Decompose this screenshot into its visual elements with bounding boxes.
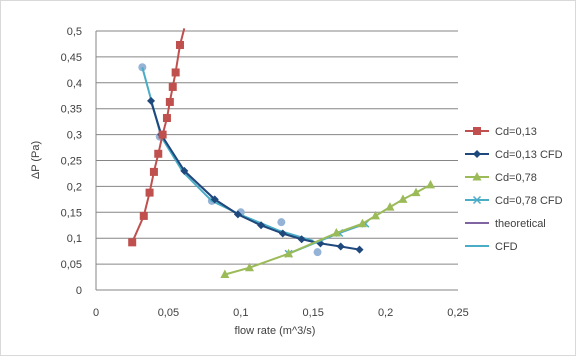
y-tick-label: 0,45 bbox=[61, 52, 82, 64]
data-point bbox=[139, 211, 148, 220]
x-tick-labels: 0 0,05 0,1 0,15 0,2 0,25 bbox=[93, 307, 469, 319]
legend-marker bbox=[472, 172, 482, 181]
y-tick-label: 0,35 bbox=[61, 104, 82, 116]
x-tick-label: 0,15 bbox=[302, 307, 323, 319]
data-point bbox=[220, 269, 230, 278]
legend-label: theoretical bbox=[495, 218, 546, 230]
series-line bbox=[141, 67, 314, 242]
y-tick-label: 0,3 bbox=[67, 130, 82, 142]
data-point bbox=[385, 202, 395, 211]
legend-marker bbox=[473, 127, 481, 135]
data-point bbox=[244, 262, 254, 272]
data-point bbox=[165, 97, 174, 106]
x-tick-label: 0,25 bbox=[447, 307, 468, 319]
y-tick-label: 0,4 bbox=[67, 78, 82, 90]
legend-label: CFD bbox=[495, 241, 518, 253]
series-cd-0-13 bbox=[128, 28, 186, 247]
y-tick-label: 0,5 bbox=[67, 26, 82, 38]
legend: Cd=0,13 Cd=0,13 CFD Cd=0,78 Cd=0,78 CFD theo… bbox=[465, 126, 563, 253]
x-tick-label: 0,2 bbox=[378, 307, 393, 319]
y-axis-title: ΔP (Pa) bbox=[30, 141, 42, 179]
axes bbox=[95, 31, 458, 291]
data-point bbox=[331, 228, 341, 237]
y-tick-label: 0,2 bbox=[67, 181, 82, 193]
data-point bbox=[128, 238, 137, 247]
data-point bbox=[175, 40, 184, 49]
data-point bbox=[355, 245, 364, 254]
y-tick-label: 0,25 bbox=[61, 156, 82, 168]
legend-item: Cd=0,13 CFD bbox=[465, 149, 563, 161]
legend-item: theoretical bbox=[465, 218, 546, 230]
y-tick-label: 0,1 bbox=[67, 233, 82, 245]
legend-marker bbox=[472, 195, 482, 205]
legend-item: Cd=0,13 bbox=[465, 126, 537, 138]
legend-item: Cd=0,78 CFD bbox=[465, 195, 563, 207]
data-point bbox=[370, 210, 380, 220]
data-point bbox=[162, 114, 171, 123]
marker-stroke bbox=[472, 195, 482, 205]
series-line bbox=[150, 100, 321, 245]
cfd-point bbox=[313, 248, 322, 257]
cfd-point bbox=[138, 63, 147, 72]
data-point bbox=[398, 194, 408, 203]
data-point bbox=[145, 188, 154, 197]
data-point bbox=[147, 96, 156, 105]
y-tick-label: 0,15 bbox=[61, 207, 82, 219]
data-point bbox=[210, 195, 219, 204]
legend-marker bbox=[473, 150, 481, 158]
legend-item: Cd=0,78 bbox=[465, 172, 537, 184]
y-tick-label: 0 bbox=[76, 285, 82, 297]
data-point bbox=[168, 82, 177, 91]
legend-label: Cd=0,78 CFD bbox=[495, 195, 563, 207]
y-tick-label: 0,05 bbox=[61, 259, 82, 271]
series-cd-0-78 bbox=[220, 179, 435, 278]
series-cd-0-13-cfd bbox=[147, 96, 364, 254]
data-point bbox=[154, 149, 163, 158]
x-tick-label: 0,1 bbox=[233, 307, 248, 319]
data-point bbox=[336, 242, 345, 251]
data-point bbox=[411, 187, 421, 197]
data-point bbox=[257, 221, 266, 230]
legend-label: Cd=0,13 bbox=[495, 126, 537, 138]
data-point bbox=[425, 179, 435, 189]
legend-label: Cd=0,78 bbox=[495, 172, 537, 184]
series-cfd-points bbox=[138, 63, 322, 257]
data-point bbox=[158, 130, 167, 139]
x-tick-label: 0 bbox=[93, 307, 99, 319]
legend-label: Cd=0,13 CFD bbox=[495, 149, 563, 161]
data-point bbox=[284, 248, 294, 258]
series-layer bbox=[128, 28, 435, 278]
y-tick-labels: 0 0,05 0,1 0,15 0,2 0,25 0,3 0,35 0,4 0,45 0,5 bbox=[61, 26, 82, 297]
x-axis-title: flow rate (m^3/s) bbox=[235, 325, 316, 337]
data-point bbox=[180, 166, 189, 175]
data-point bbox=[297, 235, 306, 244]
series-line bbox=[224, 183, 431, 276]
series-cfd bbox=[141, 67, 314, 242]
data-point bbox=[357, 218, 367, 228]
legend-item: CFD bbox=[465, 241, 518, 253]
cfd-point bbox=[277, 218, 286, 227]
x-tick-label: 0,05 bbox=[158, 307, 179, 319]
data-point bbox=[233, 210, 242, 219]
data-point bbox=[278, 229, 287, 238]
series-theoretical bbox=[150, 100, 321, 245]
data-point bbox=[149, 167, 158, 176]
series-line bbox=[150, 100, 360, 251]
data-point bbox=[171, 68, 180, 77]
